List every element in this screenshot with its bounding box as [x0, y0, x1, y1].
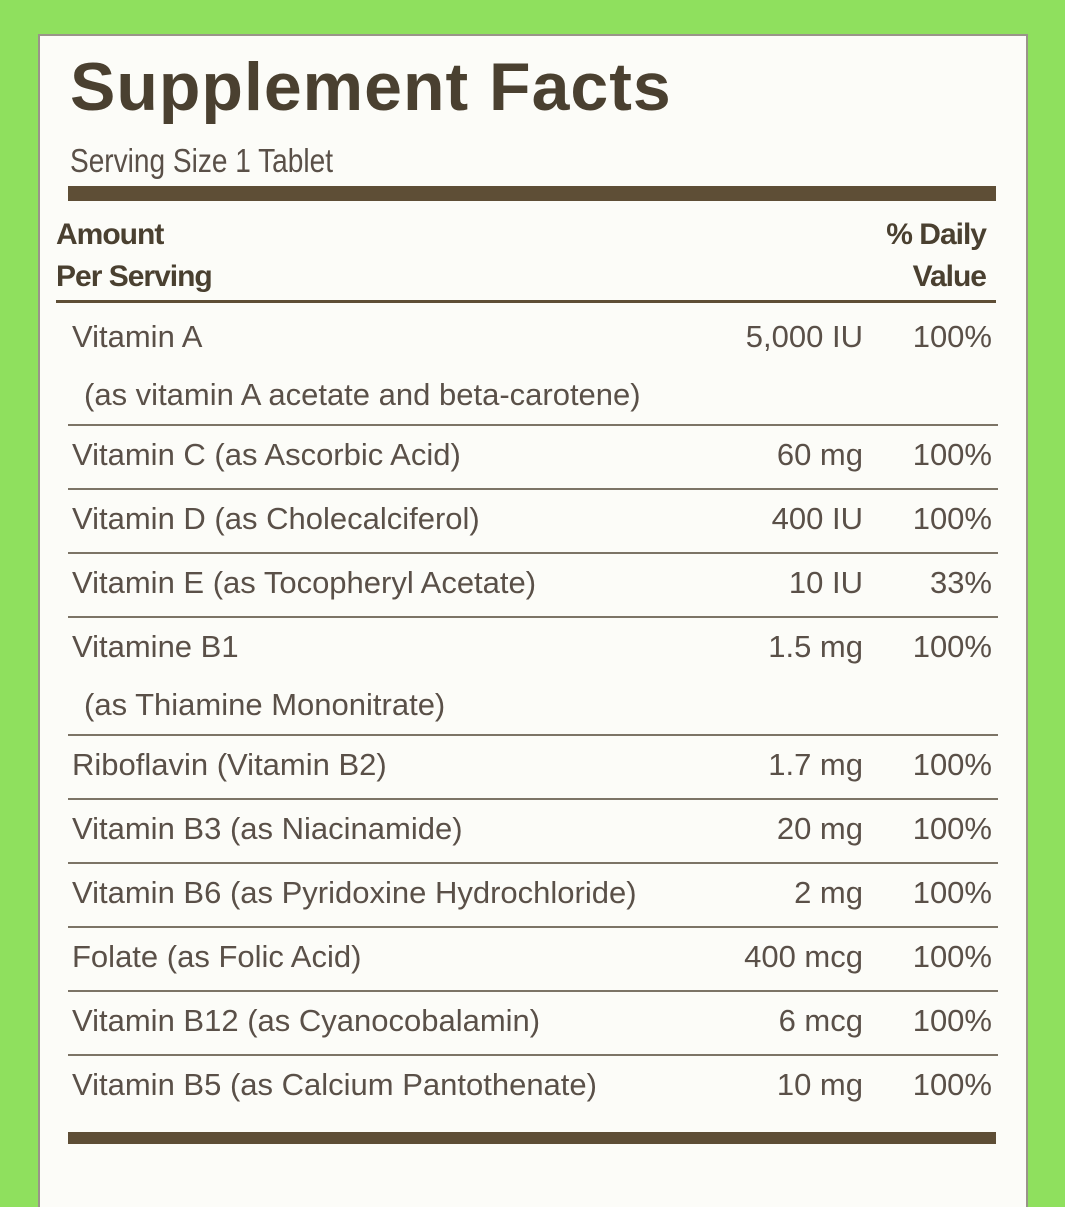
- name-line: Vitamine B1: [72, 629, 239, 664]
- name-line: Riboflavin (Vitamin B2): [72, 747, 387, 782]
- header-text: % Daily: [886, 218, 987, 251]
- name-line: Vitamin C (as Ascorbic Acid): [72, 437, 461, 472]
- name-line: (as Thiamine Mononitrate): [84, 687, 446, 722]
- amount: 6 mcg: [778, 1003, 863, 1038]
- nutrient-name: Vitamin B12 (as Cyanocobalamin): [68, 992, 998, 1050]
- name-line: Vitamin B6 (as Pyridoxine Hydrochloride): [72, 875, 637, 910]
- nutrient-name: Riboflavin (Vitamin B2): [68, 736, 998, 794]
- daily-value: 100%: [912, 501, 992, 536]
- amount: 60 mg: [776, 437, 863, 472]
- daily-value: 100%: [912, 1003, 992, 1038]
- amount: 5,000 IU: [745, 319, 863, 354]
- nutrient-name: Vitamin A (as vitamin A acetate and beta-…: [68, 308, 998, 424]
- thick-rule: [68, 1132, 996, 1144]
- nutrient-row: Vitamine B1 (as Thiamine Mononitrate) 1.5 …: [68, 618, 998, 736]
- daily-value: 100%: [912, 875, 992, 910]
- nutrient-name: Vitamin D (as Cholecalciferol): [68, 490, 998, 548]
- amount: 400 mcg: [744, 939, 863, 974]
- dv-header: % Daily Value: [886, 214, 987, 298]
- name-line: Vitamin D (as Cholecalciferol): [72, 501, 480, 536]
- nutrient-name: Vitamin B5 (as Calcium Pantothenate): [68, 1056, 998, 1114]
- thick-rule: [68, 186, 996, 201]
- name-line: Vitamin B3 (as Niacinamide): [72, 811, 463, 846]
- amount: 2 mg: [794, 875, 863, 910]
- nutrient-name: Folate (as Folic Acid): [68, 928, 998, 986]
- nutrient-row: Folate (as Folic Acid) 400 mcg 100%: [68, 928, 998, 992]
- nutrient-row: Vitamin C (as Ascorbic Acid) 60 mg 100%: [68, 426, 998, 490]
- serving-size: Serving Size 1 Tablet: [70, 142, 334, 179]
- nutrient-row: Vitamin B3 (as Niacinamide) 20 mg 100%: [68, 800, 998, 864]
- amount: 1.7 mg: [768, 747, 863, 782]
- amount: 1.5 mg: [768, 629, 863, 664]
- header-rule: [56, 300, 996, 303]
- daily-value: 100%: [912, 811, 992, 846]
- name-line: Vitamin B5 (as Calcium Pantothenate): [72, 1067, 597, 1102]
- daily-value: 100%: [912, 629, 992, 664]
- nutrient-row: Vitamin A (as vitamin A acetate and beta-…: [68, 308, 998, 426]
- daily-value: 100%: [912, 437, 992, 472]
- nutrient-row: Vitamin B5 (as Calcium Pantothenate) 10 m…: [68, 1056, 998, 1118]
- label-panel: Supplement Facts Serving Size 1 Tablet A…: [38, 34, 1028, 1207]
- header-text: Amount: [56, 218, 164, 251]
- amount: 10 IU: [788, 565, 863, 600]
- name-line: Vitamin B12 (as Cyanocobalamin): [72, 1003, 541, 1038]
- name-line: (as vitamin A acetate and beta-carotene): [84, 377, 641, 412]
- nutrient-row: Vitamin B6 (as Pyridoxine Hydrochloride)…: [68, 864, 998, 928]
- nutrient-name: Vitamine B1 (as Thiamine Mononitrate): [68, 618, 998, 734]
- title: Supplement Facts: [70, 49, 672, 125]
- amount: 10 mg: [776, 1067, 863, 1102]
- amount-header: Amount Per Serving: [56, 214, 213, 298]
- nutrient-name: Vitamin E (as Tocopheryl Acetate): [68, 554, 998, 612]
- nutrient-name: Vitamin C (as Ascorbic Acid): [68, 426, 998, 484]
- daily-value: 100%: [912, 319, 992, 354]
- header-text: Value: [912, 260, 987, 293]
- daily-value: 33%: [929, 565, 992, 600]
- header-text: Per Serving: [56, 260, 213, 293]
- name-line: Vitamin A: [72, 319, 203, 354]
- nutrient-row: Vitamin D (as Cholecalciferol) 400 IU 100%: [68, 490, 998, 554]
- name-line: Folate (as Folic Acid): [72, 939, 362, 974]
- name-line: Vitamin E (as Tocopheryl Acetate): [72, 565, 537, 600]
- table-header: Amount Per Serving % Daily Value: [56, 214, 996, 300]
- daily-value: 100%: [912, 939, 992, 974]
- nutrient-row: Riboflavin (Vitamin B2) 1.7 mg 100%: [68, 736, 998, 800]
- nutrient-rows: Vitamin A (as vitamin A acetate and beta-…: [68, 308, 998, 1118]
- nutrient-name: Vitamin B3 (as Niacinamide): [68, 800, 998, 858]
- amount: 20 mg: [776, 811, 863, 846]
- daily-value: 100%: [912, 1067, 992, 1102]
- daily-value: 100%: [912, 747, 992, 782]
- nutrient-name: Vitamin B6 (as Pyridoxine Hydrochloride): [68, 864, 998, 922]
- nutrient-row: Vitamin E (as Tocopheryl Acetate) 10 IU 33…: [68, 554, 998, 618]
- nutrient-row: Vitamin B12 (as Cyanocobalamin) 6 mcg 100%: [68, 992, 998, 1056]
- amount: 400 IU: [771, 501, 863, 536]
